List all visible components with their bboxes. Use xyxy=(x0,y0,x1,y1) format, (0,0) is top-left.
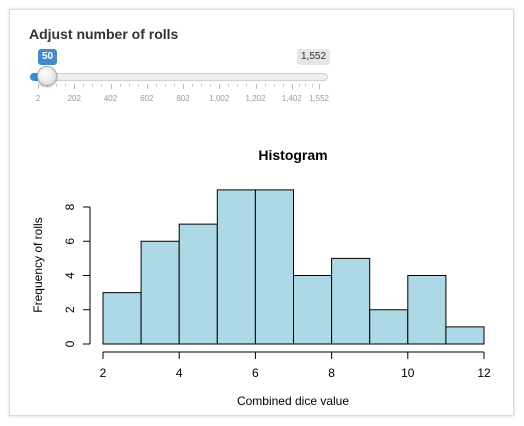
slider-tick-mark xyxy=(319,84,320,89)
slider-tick-label: 1,402 xyxy=(281,94,302,103)
slider-minor-tick xyxy=(56,84,58,87)
histogram-bar xyxy=(445,326,485,345)
x-axis-label: Combined dice value xyxy=(237,394,349,408)
histogram-bar xyxy=(331,257,371,345)
slider-tick-label: 602 xyxy=(140,94,154,103)
slider-minor-tick xyxy=(246,84,248,87)
slider-tick-mark xyxy=(146,84,148,89)
x-tick-label: 8 xyxy=(328,366,335,380)
y-tick-label: 2 xyxy=(63,306,77,313)
slider-tick-label: 1,202 xyxy=(245,94,266,103)
slider-tick-mark xyxy=(219,84,221,89)
slider-tick-mark xyxy=(38,84,39,89)
histogram-bar xyxy=(140,240,180,345)
x-tick-label: 4 xyxy=(176,366,183,380)
slider-minor-tick xyxy=(101,84,103,87)
slider-minor-tick xyxy=(282,84,284,87)
y-tick-label: 0 xyxy=(63,340,77,347)
x-tick-label: 2 xyxy=(100,366,107,380)
slider-minor-tick xyxy=(298,84,300,87)
slider-tick-label: 2 xyxy=(35,94,41,103)
slider-tick-mark xyxy=(74,84,76,89)
histogram-bar xyxy=(293,275,333,345)
slider-minor-tick xyxy=(65,84,67,87)
histogram-bar xyxy=(102,292,142,345)
slider-minor-tick xyxy=(210,84,212,87)
slider-minor-tick xyxy=(264,84,266,87)
slider-minor-tick xyxy=(312,84,314,87)
slider-minor-tick xyxy=(137,84,139,87)
slider-minor-tick xyxy=(119,84,121,87)
slider-minor-tick xyxy=(83,84,85,87)
chart-title: Histogram xyxy=(258,147,327,163)
slider-tick-mark xyxy=(110,84,112,89)
y-tick-label: 6 xyxy=(63,238,77,245)
x-tick-label: 12 xyxy=(477,366,491,380)
histogram-bar xyxy=(407,275,447,345)
histogram-bar xyxy=(369,309,409,345)
slider-minor-tick xyxy=(305,84,307,87)
slider-minor-tick xyxy=(237,84,239,87)
histogram-bar xyxy=(216,189,256,345)
slider-minor-tick xyxy=(173,84,175,87)
slider-tick-mark xyxy=(255,84,257,89)
x-tick-label: 10 xyxy=(401,366,415,380)
slider-handle[interactable] xyxy=(36,66,57,86)
slider-minor-tick xyxy=(201,84,203,87)
slider-tick-label: 202 xyxy=(67,94,81,103)
slider-minor-tick xyxy=(192,84,194,87)
slider-minor-tick xyxy=(228,84,230,87)
slider-label: Adjust number of rolls xyxy=(29,26,179,42)
slider-minor-tick xyxy=(128,84,130,87)
slider-max-bubble: 1,552 xyxy=(297,49,331,65)
slider-value-bubble: 50 xyxy=(38,49,58,65)
slider-tick-label: 1,002 xyxy=(209,94,230,103)
slider-tick-mark xyxy=(291,84,293,89)
slider-minor-tick xyxy=(273,84,275,87)
histogram-bar xyxy=(178,223,218,345)
slider-minor-tick xyxy=(92,84,94,87)
y-tick-label: 8 xyxy=(63,203,77,210)
x-tick-label: 6 xyxy=(252,366,259,380)
slider-minor-tick xyxy=(164,84,166,87)
slider-tick-label: 1,552 xyxy=(308,94,330,103)
slider-tick-label: 402 xyxy=(103,94,118,103)
histogram-bar xyxy=(254,189,294,345)
slider-tick-mark xyxy=(183,84,185,89)
slider-tick-label: 802 xyxy=(176,94,190,103)
y-axis-label: Frequency of rolls xyxy=(31,217,45,312)
slider-minor-tick xyxy=(155,84,157,87)
y-tick-label: 4 xyxy=(63,272,77,279)
